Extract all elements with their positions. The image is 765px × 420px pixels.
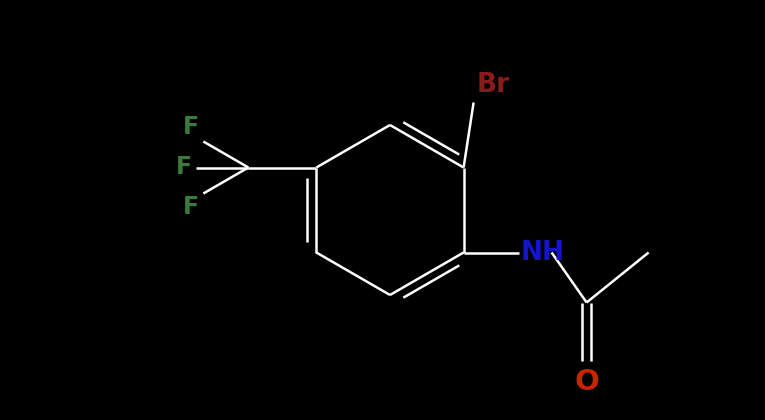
Text: O: O [575, 368, 599, 396]
Text: Br: Br [477, 71, 509, 97]
Text: F: F [184, 195, 200, 220]
Text: F: F [184, 116, 200, 139]
Text: NH: NH [521, 239, 565, 265]
Text: F: F [176, 155, 192, 179]
